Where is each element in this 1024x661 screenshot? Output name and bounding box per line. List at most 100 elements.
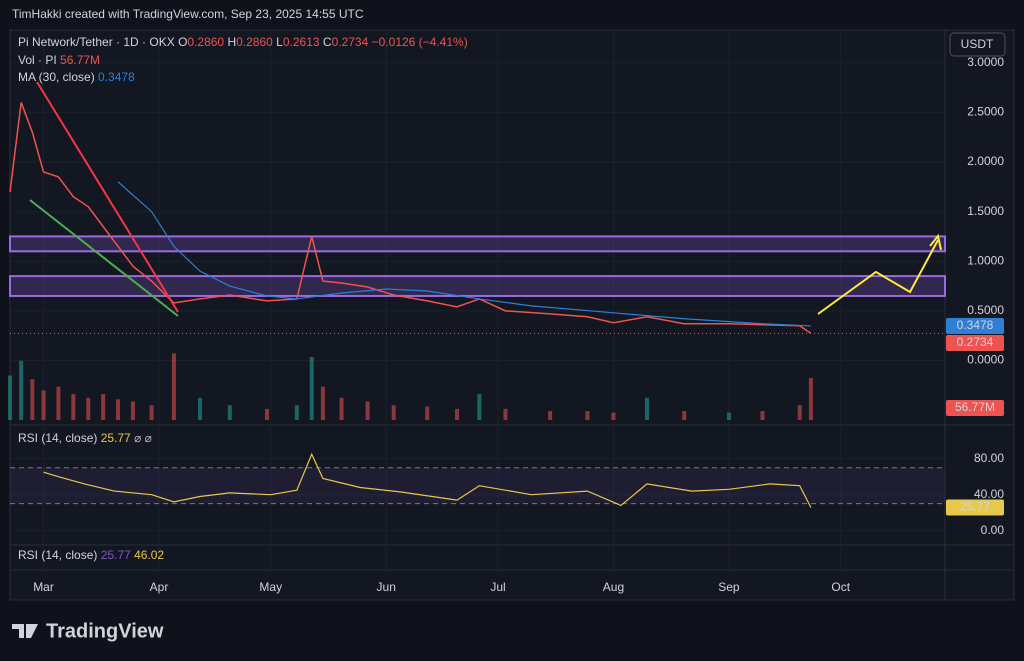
volume-bar bbox=[130, 401, 135, 420]
price-badge bbox=[946, 499, 1004, 516]
legend-text: Vol · PI bbox=[18, 53, 57, 67]
currency-button[interactable] bbox=[949, 32, 1006, 57]
legend-text: C bbox=[323, 35, 332, 49]
x-tick-label: Oct bbox=[831, 580, 850, 594]
legend-text: O bbox=[178, 35, 187, 49]
volume-bar bbox=[760, 411, 765, 420]
currency[interactable]: USDT bbox=[961, 37, 994, 51]
plot: Mar Apr May Jun Jul Aug Sep Oct 0.0000 0.5000 1.00… bbox=[8, 30, 1004, 594]
zone bbox=[9, 275, 946, 297]
symbol-legend: Pi Network/Tether · 1D · OKX O0.2860 H0.… bbox=[18, 35, 468, 49]
volume-bar bbox=[227, 405, 232, 420]
line bbox=[9, 102, 812, 334]
logo-mark bbox=[12, 624, 38, 638]
volume-bar bbox=[548, 411, 553, 420]
volume-bar bbox=[503, 408, 508, 420]
price-badge bbox=[946, 334, 1004, 351]
price-badge bbox=[946, 317, 1004, 334]
line bbox=[43, 452, 812, 508]
legend-text: −0.0126 (−4.41%) bbox=[372, 35, 468, 49]
trend-line bbox=[29, 199, 179, 317]
price-badge-label: 56.77M bbox=[955, 400, 995, 414]
rsi-legend: RSI (14, close) 25.77 ⌀ ⌀ bbox=[18, 431, 152, 445]
price-badge-label: 0.2734 bbox=[957, 335, 994, 349]
volume-bar bbox=[197, 397, 202, 420]
legend-text: L bbox=[276, 35, 283, 49]
volume-bar bbox=[644, 397, 649, 420]
volume-bar bbox=[320, 386, 325, 420]
volume-legend: Vol · PI 56.77M bbox=[18, 53, 100, 67]
legend-text: MA (30, close) bbox=[18, 70, 95, 84]
chart-panel bbox=[9, 29, 1015, 601]
arrow bbox=[817, 239, 939, 315]
volume-bar bbox=[41, 390, 46, 420]
volume-bar bbox=[19, 360, 24, 420]
y-tick-label: 0.5000 bbox=[967, 303, 1004, 317]
y-tick-label: 80.00 bbox=[974, 451, 1004, 465]
volume-bar bbox=[339, 397, 344, 420]
volume-bar bbox=[808, 377, 813, 420]
x-tick-label: Jul bbox=[490, 580, 505, 594]
legend-text: 25.77 bbox=[101, 548, 131, 562]
trend-line bbox=[36, 81, 179, 313]
volume-bar bbox=[171, 353, 176, 420]
y-tick-label: 0.00 bbox=[981, 523, 1005, 537]
y-tick-label: 1.5000 bbox=[967, 204, 1004, 218]
y-tick-label: 2.5000 bbox=[967, 105, 1004, 119]
legend-text: ⌀ ⌀ bbox=[134, 431, 152, 445]
watermark: TimHakki created with TradingView.com, S… bbox=[12, 7, 364, 21]
arrow-head bbox=[929, 233, 942, 251]
legend-text: 25.77 bbox=[101, 431, 131, 445]
price-badge-label: 25.77 bbox=[960, 500, 990, 514]
ma-legend: MA (30, close) 0.3478 bbox=[18, 70, 135, 84]
rsi-legend: RSI (14, close) 25.77 46.02 bbox=[18, 548, 164, 562]
volume-bar bbox=[8, 375, 12, 420]
y-tick-label: 2.0000 bbox=[967, 154, 1004, 168]
x-tick-label: May bbox=[259, 580, 282, 594]
volume-bar bbox=[71, 394, 76, 420]
volume-bar bbox=[585, 411, 590, 420]
legend-text: 46.02 bbox=[134, 548, 164, 562]
y-tick-label: 3.0000 bbox=[967, 55, 1004, 69]
logo: TradingView bbox=[12, 620, 164, 642]
volume-bar bbox=[309, 357, 314, 420]
legend-text: 0.3478 bbox=[98, 70, 135, 84]
brand: TradingView bbox=[46, 620, 164, 642]
volume-bar bbox=[56, 386, 61, 420]
y-tick-label: 0.0000 bbox=[967, 353, 1004, 367]
volume-bar bbox=[116, 399, 121, 420]
x-tick-label: Sep bbox=[718, 580, 740, 594]
price-badge bbox=[946, 400, 1004, 416]
legend-text: 0.2734 bbox=[332, 35, 369, 49]
legend-text: RSI (14, close) bbox=[18, 431, 97, 445]
y-tick-label: 40.00 bbox=[974, 487, 1004, 501]
legend-text: H bbox=[227, 35, 236, 49]
volume-bar bbox=[30, 379, 35, 420]
price-badge-label: 0.3478 bbox=[957, 318, 994, 332]
volume-bar bbox=[726, 412, 731, 420]
legend-text: 56.77M bbox=[60, 53, 100, 67]
volume-bar bbox=[477, 394, 482, 420]
x-tick-label: Jun bbox=[377, 580, 396, 594]
volume-bar bbox=[86, 397, 91, 420]
legend-text: 0.2860 bbox=[236, 35, 273, 49]
volume-bar bbox=[294, 405, 299, 420]
volume-bar bbox=[682, 411, 687, 420]
x-tick-label: Apr bbox=[150, 580, 169, 594]
volume-bar bbox=[365, 401, 370, 420]
drawings bbox=[29, 81, 942, 317]
volume-bar bbox=[265, 408, 270, 420]
volume-bar bbox=[797, 405, 802, 420]
zone bbox=[9, 235, 946, 253]
legend-text: RSI (14, close) bbox=[18, 548, 97, 562]
x-tick-label: Mar bbox=[33, 580, 54, 594]
line bbox=[117, 181, 811, 327]
y-tick-label: 1.0000 bbox=[967, 253, 1004, 267]
legend-text: Pi Network/Tether · 1D · OKX bbox=[18, 35, 175, 49]
legend-text: 0.2860 bbox=[187, 35, 224, 49]
x-tick-label: Aug bbox=[603, 580, 624, 594]
volume-bar bbox=[149, 405, 154, 420]
volume-bar bbox=[425, 406, 430, 420]
volume-bar bbox=[391, 405, 396, 420]
